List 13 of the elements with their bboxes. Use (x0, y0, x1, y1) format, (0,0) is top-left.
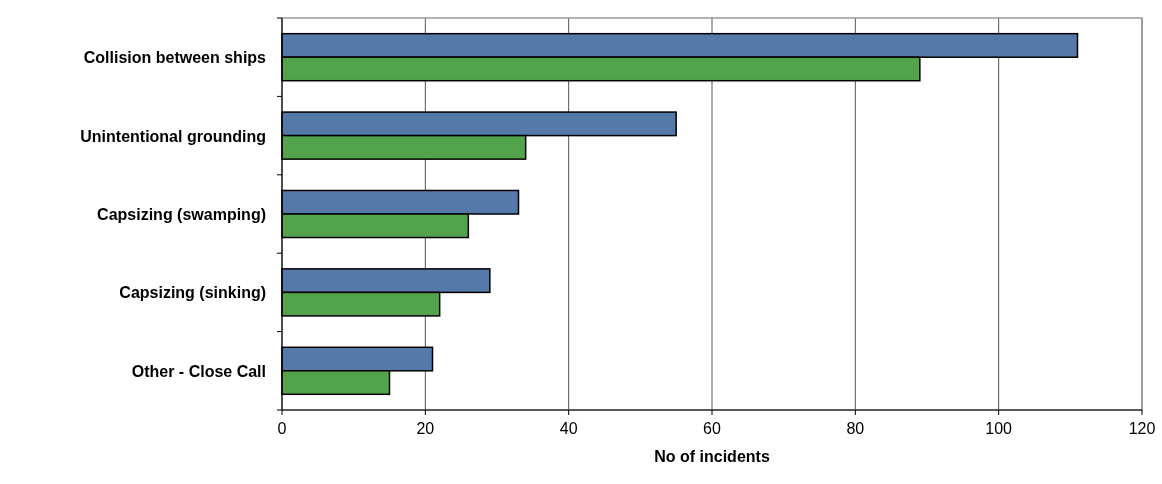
x-tick-label: 100 (985, 420, 1013, 437)
x-tick-label: 120 (1128, 420, 1156, 437)
y-tick-label: Unintentional grounding (80, 127, 266, 145)
x-axis-title: No of incidents (654, 448, 770, 465)
x-tick-label: 20 (416, 420, 435, 437)
x-tick-label: 80 (846, 420, 865, 437)
y-tick-label: Capsizing (sinking) (119, 284, 266, 302)
x-tick-label: 60 (703, 420, 721, 437)
x-tick-label: 0 (277, 420, 287, 437)
y-tick-label: Collision between ships (83, 49, 267, 67)
y-tick-label: Other - Close Call (131, 362, 266, 380)
x-tick-label: 40 (559, 420, 578, 437)
y-tick-label: Capsizing (swamping) (97, 206, 266, 223)
